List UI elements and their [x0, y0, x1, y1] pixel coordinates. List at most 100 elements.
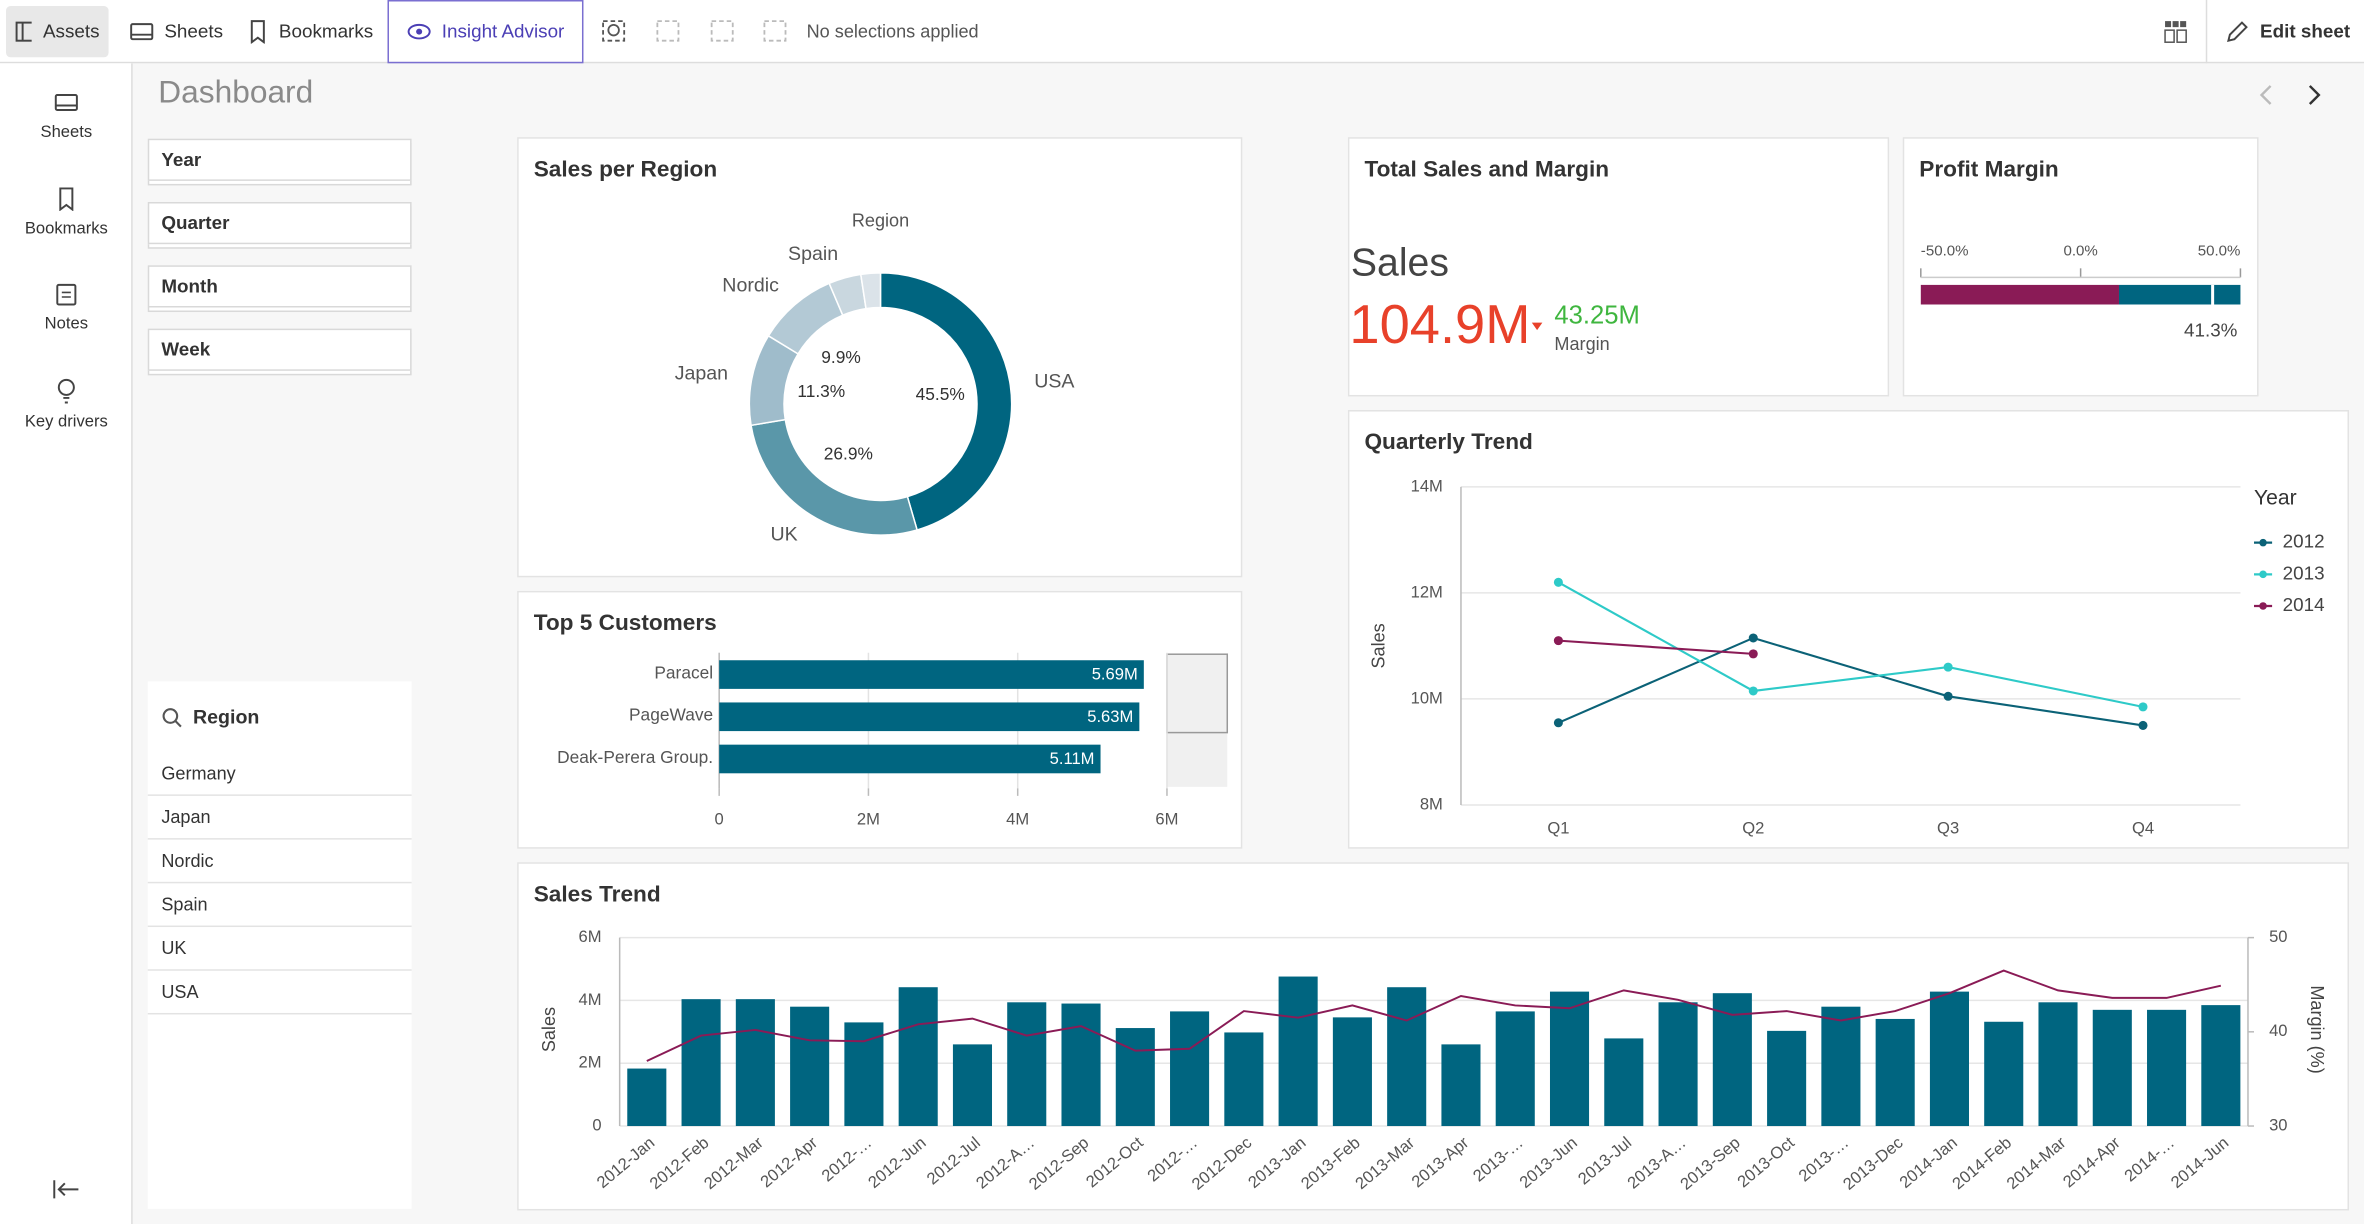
icon-part: [416, 28, 423, 35]
bar: [2092, 1009, 2132, 1127]
bar: [898, 987, 938, 1127]
x-tick-label: 2013-Feb: [1297, 1133, 1364, 1193]
x-tick-label: -50.0%: [1921, 243, 1969, 260]
tab-label: Insight Advisor: [441, 21, 565, 43]
legend-swatch: [2259, 538, 2267, 547]
icon-part: [2172, 21, 2179, 28]
filter-pane[interactable]: Quarter: [147, 201, 412, 245]
list-item[interactable]: UK: [147, 927, 412, 971]
x-tick-label: 2013-Jun: [1516, 1133, 1581, 1192]
icon-part: [2259, 85, 2272, 105]
bar: [1170, 1011, 1210, 1127]
search-icon[interactable]: [161, 707, 182, 728]
chart-title: Profit Margin: [1919, 156, 2058, 181]
x-tick-label: 2013-Dec: [1839, 1133, 1906, 1194]
legend-label: 2014: [2283, 594, 2325, 615]
sidebar: Sheets Bookmarks Notes Key drivers: [0, 63, 133, 1224]
bar: [1821, 1006, 1861, 1127]
list-item[interactable]: Japan: [147, 796, 412, 840]
sidebar-label: Notes: [44, 315, 89, 334]
bar: [790, 1006, 830, 1127]
icon-part: [656, 20, 680, 42]
bookmarks-tab[interactable]: Bookmarks: [238, 6, 382, 57]
bar: [2201, 1005, 2241, 1127]
icon-part: [59, 187, 74, 212]
bar: [627, 1068, 667, 1127]
bar: [1278, 976, 1318, 1127]
x-tick-label: Q2: [1742, 818, 1764, 837]
value-label: 26.9%: [824, 444, 873, 464]
legend-label: 2012: [2283, 531, 2325, 552]
icon: [15, 21, 33, 42]
x-tick-label: 2012-Mar: [700, 1133, 767, 1193]
bar: [1332, 1017, 1372, 1127]
sidebar-item[interactable]: Bookmarks: [0, 187, 133, 238]
bar: [1658, 1002, 1698, 1127]
icon: [57, 378, 75, 404]
list-item[interactable]: Spain: [147, 883, 412, 928]
icon-part: [2227, 21, 2248, 43]
list-item[interactable]: USA: [147, 971, 412, 1015]
sidebar-label: Sheets: [40, 123, 93, 142]
chart-panel: Quarterly Trend 8M 10M 12M 14M Sales Q1 Q2 Q3 Q4 Y…: [1347, 410, 2349, 849]
x-tick-label: Q1: [1547, 818, 1569, 837]
selections-status: No selections applied: [806, 21, 979, 43]
y-axis-title: Sales: [1368, 623, 1388, 668]
chart-panel: Total Sales and Margin Sales 104.9M 43.25M M…: [1347, 137, 1890, 397]
scroll-preview[interactable]: [1166, 654, 1228, 787]
icon-part: [15, 21, 33, 42]
list-item[interactable]: Germany: [147, 752, 412, 796]
y-tick-label: 6M: [579, 927, 602, 946]
sidebar-item[interactable]: Key drivers: [0, 377, 133, 431]
assets-tab[interactable]: Assets: [6, 6, 109, 58]
legend-title: Region: [852, 210, 909, 230]
icon: [130, 23, 154, 41]
sidebar-item[interactable]: Sheets: [0, 90, 133, 142]
y-tick-label: 0: [592, 1115, 601, 1134]
kpi-secondary-name: Margin: [1554, 334, 1609, 354]
trend-indicator: [1531, 322, 1543, 331]
legend-swatch: [2259, 602, 2267, 610]
series-line: [1557, 636, 2144, 727]
y-tick-label: 4M: [579, 990, 602, 1009]
slice-label: Spain: [788, 243, 838, 265]
list-item[interactable]: Nordic: [147, 840, 412, 884]
icon-part: [763, 20, 787, 42]
icon-part: [130, 23, 154, 41]
icon-part: [2164, 29, 2175, 43]
pie-slice: [767, 282, 844, 355]
bar: [2147, 1009, 2187, 1127]
y-tick-label: 12M: [1411, 582, 1443, 601]
collapse-icon[interactable]: [53, 1179, 80, 1200]
data-point: [1553, 718, 1563, 728]
list-title: Region: [192, 705, 260, 729]
sheets-tab[interactable]: Sheets: [121, 6, 232, 57]
sheet-navigation[interactable]: [2256, 83, 2328, 107]
filter-pane[interactable]: Month: [147, 265, 412, 308]
icon-part: [54, 93, 78, 112]
x-tick-label: 2012-Sep: [1025, 1133, 1092, 1194]
edit-sheet-button[interactable]: Edit sheet: [2216, 6, 2359, 57]
sidebar-item[interactable]: Notes: [0, 282, 133, 333]
grid-icon[interactable]: [2164, 20, 2188, 44]
y2-tick-label: 50: [2269, 927, 2287, 946]
icon-part: [174, 720, 182, 728]
chart-title: Sales per Region: [534, 156, 717, 181]
filter-pane[interactable]: Year: [147, 138, 412, 181]
icon-part: [602, 20, 626, 42]
bar: [735, 999, 775, 1127]
data-point: [1553, 636, 1563, 646]
filter-pane[interactable]: Week: [147, 328, 412, 371]
x-tick-label: 2013-Apr: [1408, 1133, 1473, 1192]
icon: [54, 93, 78, 112]
bar: [1984, 1021, 2024, 1127]
chart-panel: Top 5 Customers 0 2M 4M 6M Paracel 5.69M PageWa…: [517, 590, 1243, 849]
x-tick-label: 2012-Jan: [593, 1133, 658, 1192]
divider: [2205, 0, 2208, 64]
insight-advisor-tab[interactable]: Insight Advisor: [387, 0, 584, 64]
chart-panel: Sales Trend 0 2M 4M 6M 30 40 50 Sales Margin (%) 2…: [517, 862, 2349, 1211]
value-label: 9.9%: [821, 347, 861, 367]
icon: [250, 20, 265, 44]
data-point: [1748, 686, 1758, 696]
bar: [1061, 1003, 1101, 1127]
